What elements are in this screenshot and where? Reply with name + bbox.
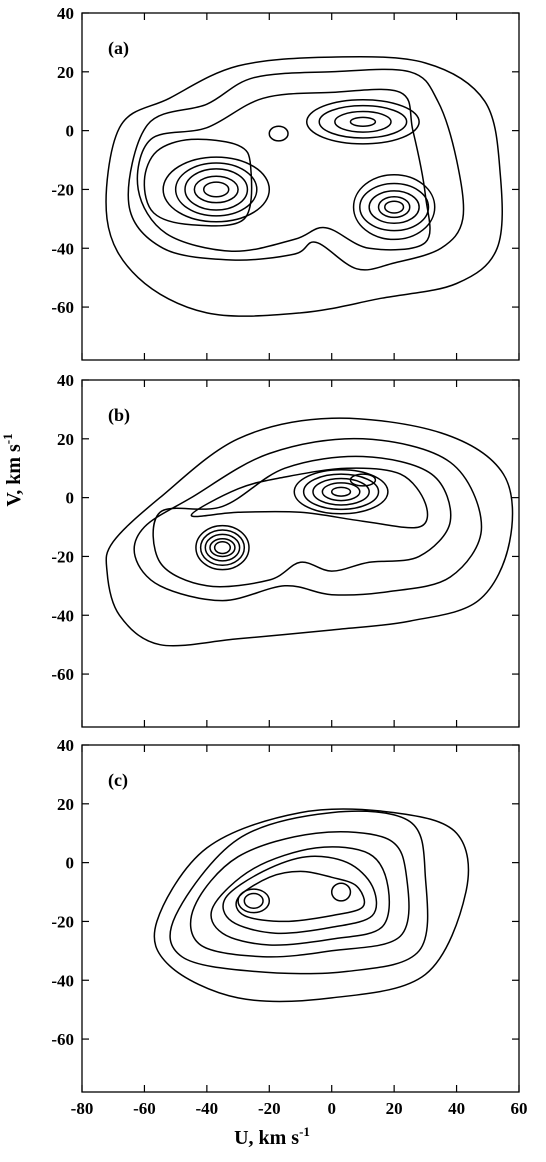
peak-contour — [368, 190, 420, 225]
y-tick-label: 20 — [57, 430, 74, 449]
y-tick-label: 40 — [57, 736, 74, 755]
peak-contour — [199, 529, 246, 567]
peak-contour — [330, 882, 352, 902]
peak-contour — [204, 533, 241, 562]
contour-line — [189, 831, 410, 958]
peak-contour — [352, 173, 436, 241]
x-tick-label: -60 — [133, 1099, 156, 1118]
x-axis-label: U, km s-1 — [234, 1124, 310, 1149]
y-tick-label: -20 — [51, 547, 74, 566]
y-tick-label: 40 — [57, 371, 74, 390]
x-tick-label: 20 — [386, 1099, 403, 1118]
peak-contour — [321, 482, 361, 502]
contour-line — [143, 138, 253, 227]
peak-contour — [162, 156, 271, 223]
plot-frame — [81, 744, 520, 1093]
x-tick-label: 60 — [511, 1099, 528, 1118]
y-tick-label: 0 — [66, 489, 75, 508]
y-tick-label: -60 — [51, 665, 74, 684]
peak-contour — [330, 486, 352, 497]
y-tick-label: 0 — [66, 122, 75, 141]
y-tick-label: -40 — [51, 606, 74, 625]
contour-line — [105, 56, 503, 317]
y-tick-label: -20 — [51, 180, 74, 199]
contour-line — [105, 417, 514, 647]
contour-line — [222, 855, 378, 935]
peak-contour — [377, 196, 411, 219]
peak-contour — [184, 168, 249, 211]
peak-contour — [237, 888, 271, 914]
contour-line — [136, 88, 431, 252]
peak-contour — [334, 110, 392, 133]
contour-line — [152, 455, 452, 588]
peak-contour — [349, 473, 377, 487]
y-tick-label: 20 — [57, 63, 74, 82]
plot-frame — [81, 379, 520, 728]
peak-contour — [195, 524, 250, 571]
y-tick-label: -40 — [51, 239, 74, 258]
panel-3: 40 20 0 -20 -40 -60 -80 -60 -40 -20 0 20 40 60 (c) — [51, 736, 527, 1118]
panel-label: (b) — [108, 405, 130, 426]
contour-line — [127, 68, 465, 271]
panel-label: (c) — [108, 770, 128, 791]
peak-contour — [213, 540, 232, 555]
peak-contour — [202, 181, 230, 198]
contour-line — [169, 810, 429, 975]
x-tick-label: -80 — [71, 1099, 94, 1118]
peak-contour — [293, 468, 389, 515]
y-axis-label: V, km s-1 — [0, 433, 25, 506]
contour-line — [235, 870, 366, 923]
x-tick-label: -20 — [258, 1099, 281, 1118]
contour-line — [133, 437, 483, 602]
contour-line — [153, 808, 470, 1003]
x-tick-label: 40 — [448, 1099, 465, 1118]
peak-contour — [359, 182, 430, 232]
peak-contour — [174, 162, 258, 217]
y-tick-label: 40 — [57, 4, 74, 23]
y-tick-label: -60 — [51, 298, 74, 317]
x-tick-label: 0 — [327, 1099, 336, 1118]
panels-group: 40 20 0 -20 -40 -60 (a) 40 20 0 -20 -40 -60 (b) 40 20 0 -… — [51, 4, 527, 1118]
peak-contour — [302, 473, 380, 511]
contour-line — [190, 467, 429, 529]
y-tick-label: 0 — [66, 854, 75, 873]
x-tick-label: -40 — [196, 1099, 219, 1118]
y-tick-label: 20 — [57, 795, 74, 814]
peak-contour — [243, 892, 264, 909]
panel-1: 40 20 0 -20 -40 -60 (a) — [51, 4, 520, 361]
peak-contour — [384, 200, 405, 214]
panel-2: 40 20 0 -20 -40 -60 (b) — [51, 371, 520, 728]
peak-contour — [305, 99, 420, 145]
peak-contour — [312, 477, 370, 506]
y-tick-label: -20 — [51, 912, 74, 931]
contour-line — [210, 846, 391, 946]
plot-frame — [81, 12, 520, 361]
peak-contour — [318, 104, 408, 139]
peak-contour — [268, 125, 289, 142]
peak-contour — [193, 175, 239, 204]
panel-label: (a) — [108, 38, 129, 59]
y-tick-label: -60 — [51, 1030, 74, 1049]
y-tick-label: -40 — [51, 971, 74, 990]
peak-contour — [209, 538, 236, 558]
peak-contour — [349, 116, 377, 127]
